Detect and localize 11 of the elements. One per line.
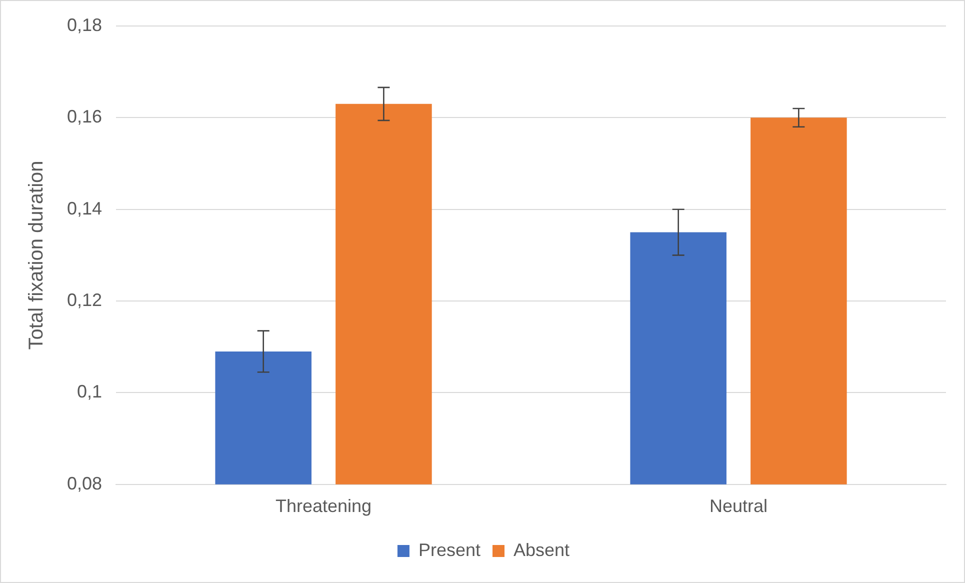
y-tick-label: 0,16	[66, 106, 102, 127]
x-tick-label: Threatening	[275, 496, 372, 516]
y-tick-label: 0,14	[66, 198, 102, 218]
y-tick-label: 0,08	[66, 473, 102, 494]
y-tick-label: 0,18	[66, 14, 102, 35]
y-tick-label: 0,1	[77, 382, 102, 402]
legend-label: Present	[418, 540, 481, 560]
x-tick-label: Neutral	[709, 496, 768, 516]
y-axis-title: Total fixation duration	[26, 160, 48, 350]
legend-label: Absent	[513, 540, 570, 560]
y-tick-label: 0,12	[66, 290, 102, 310]
